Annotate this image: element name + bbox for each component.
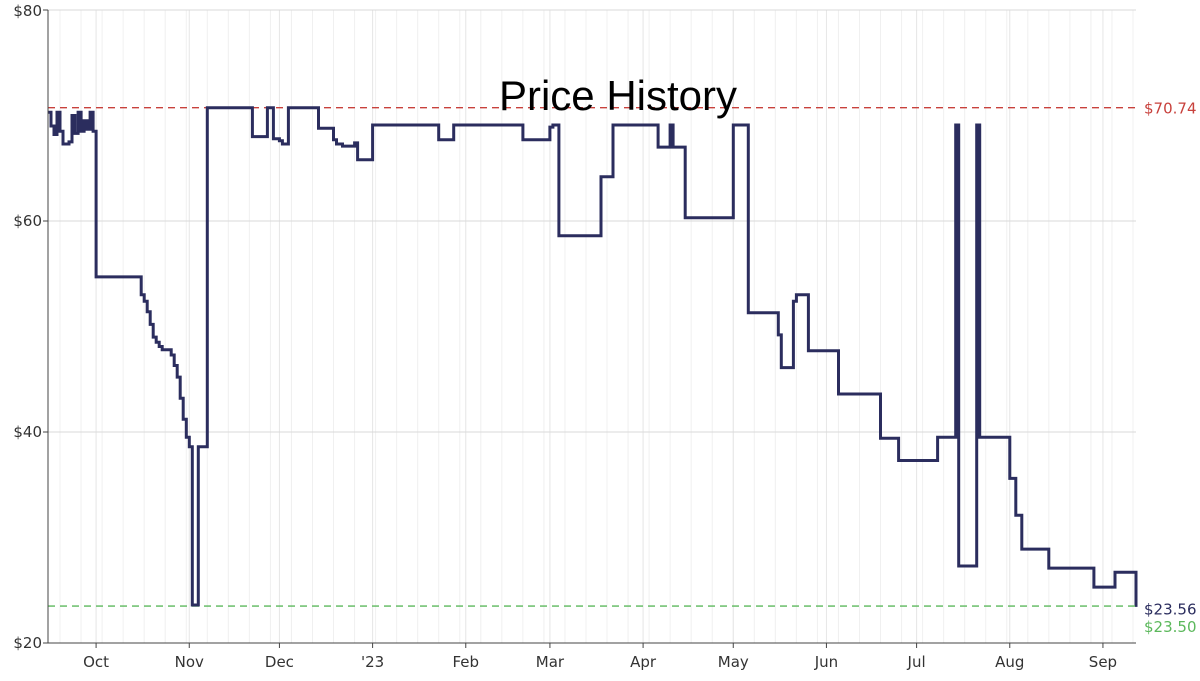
vertical-grid	[59, 10, 1134, 643]
y-tick-label: $20	[13, 634, 42, 652]
chart-title: Price History	[499, 72, 737, 119]
reference-line-label: $70.74	[1144, 100, 1197, 118]
x-tick-label: Oct	[83, 653, 109, 671]
x-tick-label: Jul	[907, 653, 926, 671]
x-tick-label: May	[718, 653, 749, 671]
x-axis-ticks: Oct Nov Dec '23 Feb Mar Apr May Jun Jul Aug Sep	[83, 643, 1117, 671]
x-tick-label: Aug	[995, 653, 1024, 671]
price-series-line	[48, 106, 1138, 607]
x-tick-label: Feb	[452, 653, 479, 671]
reference-lines	[48, 107, 1136, 607]
x-tick-label: Mar	[536, 653, 565, 671]
y-tick-label: $60	[13, 212, 42, 230]
right-value-labels: $70.74 $23.50$23.56	[1144, 100, 1197, 636]
x-tick-label: Nov	[175, 653, 204, 671]
y-axis-ticks: $20 $40 $60 $80	[13, 2, 48, 652]
x-tick-label: Dec	[265, 653, 294, 671]
reference-line-label: $23.50	[1144, 618, 1197, 636]
y-tick-label: $80	[13, 2, 42, 20]
x-tick-label: '23	[361, 653, 384, 671]
x-tick-label: Sep	[1089, 653, 1117, 671]
current-price-label: $23.56	[1144, 600, 1197, 618]
x-tick-label: Jun	[814, 653, 838, 671]
x-tick-label: Apr	[630, 653, 657, 671]
y-tick-label: $40	[13, 423, 42, 441]
